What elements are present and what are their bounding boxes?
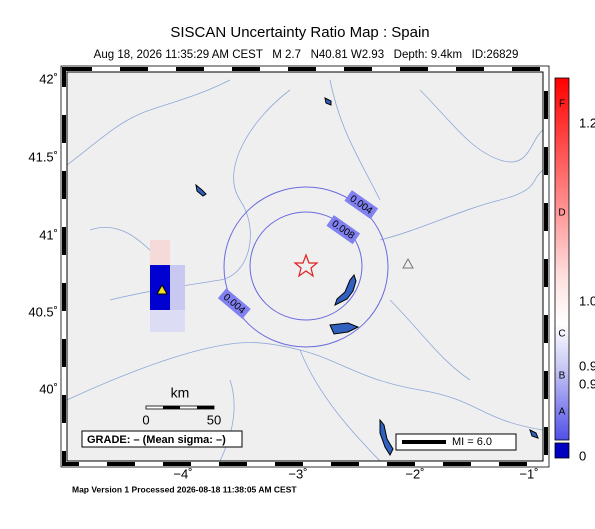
- grade: GRADE: – (Mean sigma: –): [87, 434, 226, 446]
- contours: [223, 186, 389, 348]
- scale-end: 50: [207, 412, 221, 427]
- cb-value: 0.9: [579, 376, 595, 391]
- x-label: −1˚: [519, 466, 538, 481]
- cb-value: 1.2: [579, 115, 595, 130]
- legend-label: MI = 6.0: [452, 436, 492, 448]
- y-axis-labels: 42˚ 41.5˚ 41˚ 40.5˚ 40˚: [28, 71, 58, 396]
- x-label: −3˚: [288, 466, 307, 481]
- cb-letter: C: [558, 329, 565, 340]
- epicenter: [293, 253, 319, 278]
- cb-value: 1.0: [579, 293, 595, 308]
- y-label: 40˚: [39, 381, 58, 396]
- grade-box: [81, 430, 243, 448]
- x-label: −2˚: [405, 466, 424, 481]
- y-label: 41˚: [39, 227, 58, 242]
- x-label: −4˚: [173, 466, 192, 481]
- cb-letter: D: [558, 208, 565, 219]
- lakes: [195, 97, 539, 457]
- uncertainty-grid: [150, 240, 185, 332]
- scale-unit: km: [171, 385, 190, 401]
- map: 0.004 0.008 0.004 km 0 50 GRADE: – (Mean…: [60, 65, 550, 468]
- legend-box: [395, 433, 517, 451]
- station: [402, 257, 414, 269]
- x-axis-labels: −4˚ −3˚ −2˚ −1˚: [173, 466, 538, 481]
- title: SISCAN Uncertainty Ratio Map : Spain: [170, 24, 429, 41]
- cb-value: 0.9: [579, 358, 595, 373]
- y-label: 40.5˚: [28, 304, 58, 319]
- scale-bar: km 0 50: [142, 385, 221, 428]
- footer: Map Version 1 Processed 2026-08-18 11:38…: [72, 484, 297, 494]
- cb-value: 0: [579, 448, 586, 463]
- scale-start: 0: [142, 412, 149, 427]
- y-label: 42˚: [39, 71, 58, 86]
- cb-letter: F: [559, 99, 565, 110]
- colorbar: F D C B A 1.2 1.0 0.9 0.9 0: [554, 77, 595, 463]
- cb-letter: A: [559, 407, 566, 418]
- y-label: 41.5˚: [28, 149, 58, 164]
- cb-letter: B: [559, 371, 566, 382]
- subtitle: Aug 18, 2026 11:35:29 AM CEST M 2.7 N40.…: [94, 49, 519, 61]
- station: [156, 283, 168, 295]
